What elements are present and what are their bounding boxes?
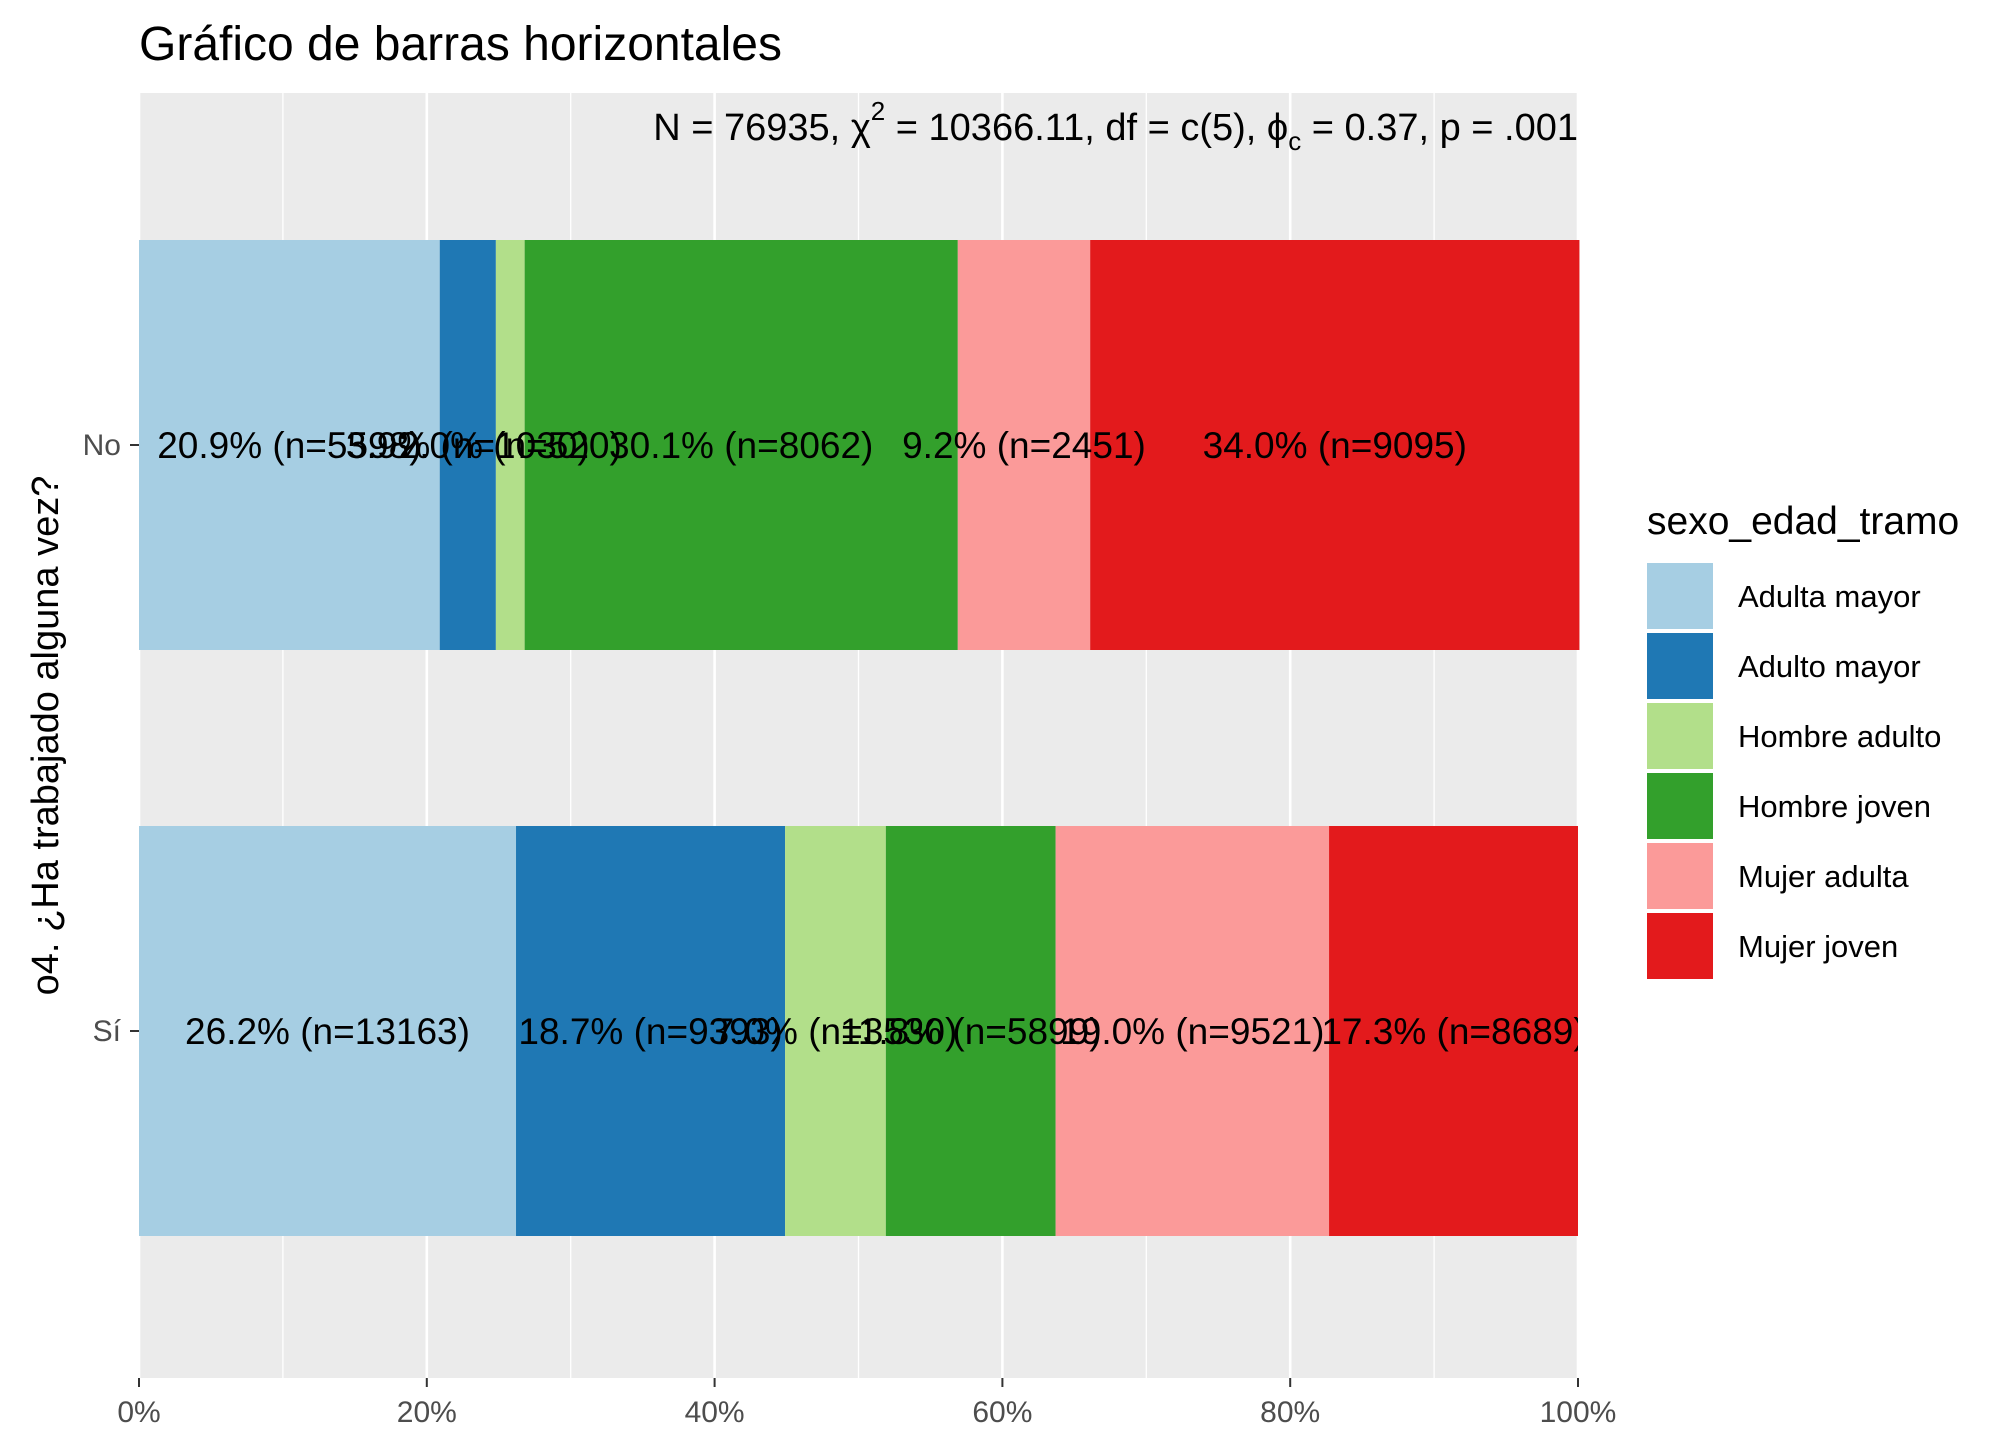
stat-chi-exp: 2: [871, 96, 885, 126]
bar-label: 26.2% (n=13163): [185, 1011, 470, 1052]
x-tick-label: 60%: [972, 1396, 1032, 1429]
legend: sexo_edad_tramo Adulta mayor Adulto mayor…: [1647, 500, 1959, 979]
x-tick-label: 0%: [117, 1396, 160, 1429]
y-tick-label: No: [83, 429, 121, 462]
bar-label: 17.3% (n=8689): [1321, 1011, 1585, 1052]
legend-swatch: [1647, 843, 1713, 909]
bar-label: 18.7% (n=9393): [518, 1011, 782, 1052]
legend-swatch: [1647, 703, 1713, 769]
bar-label: 20.9% (n=5598): [157, 425, 421, 466]
stat-line: N = 76935, χ2 = 10366.11, df = c(5), ϕc …: [653, 96, 1578, 156]
bar-label: 34.0% (n=9095): [1203, 425, 1467, 466]
bar-segment: [516, 826, 786, 1236]
bar-label: 30.1% (n=8062): [609, 425, 873, 466]
bar-segment: [1329, 826, 1578, 1236]
stat-df: df = c(5),: [1105, 107, 1267, 149]
x-tick-label: 80%: [1260, 1396, 1320, 1429]
bar-segment: [439, 240, 496, 650]
chart-title: Gráfico de barras horizontales: [139, 18, 782, 71]
stat-phi-symbol: ϕ: [1267, 107, 1288, 149]
stat-phi-value: = 0.37,: [1301, 107, 1439, 149]
stat-chi-symbol: χ: [851, 107, 871, 149]
bar-label: 11.8% (n=5899): [840, 1011, 1102, 1052]
stat-p: p = .001: [1440, 107, 1578, 149]
legend-label: Mujer adulta: [1738, 859, 1909, 894]
bar-label: 2.0% (n=520): [399, 425, 622, 466]
legend-swatch: [1647, 773, 1713, 839]
y-axis-title: o4. ¿Ha trabajado alguna vez?: [25, 476, 67, 996]
bar-segment: [785, 826, 886, 1236]
stat-phi-sub: c: [1288, 126, 1301, 156]
bar-segment: [1090, 240, 1580, 650]
bar-segment: [524, 240, 958, 650]
legend-label: Mujer joven: [1738, 929, 1898, 964]
y-tick-label: Sí: [93, 1015, 122, 1048]
bar-label: 19.0% (n=9521): [1060, 1011, 1324, 1052]
bar-labels: 20.9% (n=5598)3.9% (n=1030)2.0% (n=520)3…: [157, 425, 1585, 1052]
bar-segments: [139, 240, 1580, 1236]
x-tick-label: 40%: [685, 1396, 745, 1429]
bar-label: 9.2% (n=2451): [902, 425, 1146, 466]
bar-segment: [495, 240, 525, 650]
legend-label: Hombre joven: [1738, 789, 1931, 824]
axes: 0% 20% 40% 60% 80% 100% No Sí: [83, 429, 1617, 1429]
bar-segment: [139, 240, 440, 650]
bar-segment: [957, 240, 1091, 650]
legend-swatch: [1647, 633, 1713, 699]
stat-n: N = 76935,: [653, 107, 851, 149]
x-tick-label: 20%: [397, 1396, 457, 1429]
bar-segment: [1055, 826, 1330, 1236]
legend-label: Hombre adulto: [1738, 719, 1941, 754]
stat-annotation: N = 76935, χ2 = 10366.11, df = c(5), ϕc …: [653, 96, 1578, 156]
bar-label: 3.9% (n=1030): [346, 425, 590, 466]
stat-chi-value: = 10366.11,: [885, 107, 1105, 149]
bar-label: 7.0% (n=3530): [714, 1011, 958, 1052]
x-tick-label: 100%: [1540, 1396, 1617, 1429]
legend-swatch: [1647, 913, 1713, 979]
legend-label: Adulto mayor: [1738, 649, 1921, 684]
legend-swatch: [1647, 563, 1713, 629]
bar-segment: [139, 826, 517, 1236]
legend-label: Adulta mayor: [1738, 579, 1921, 614]
bar-segment: [885, 826, 1056, 1236]
legend-title: sexo_edad_tramo: [1647, 500, 1959, 543]
